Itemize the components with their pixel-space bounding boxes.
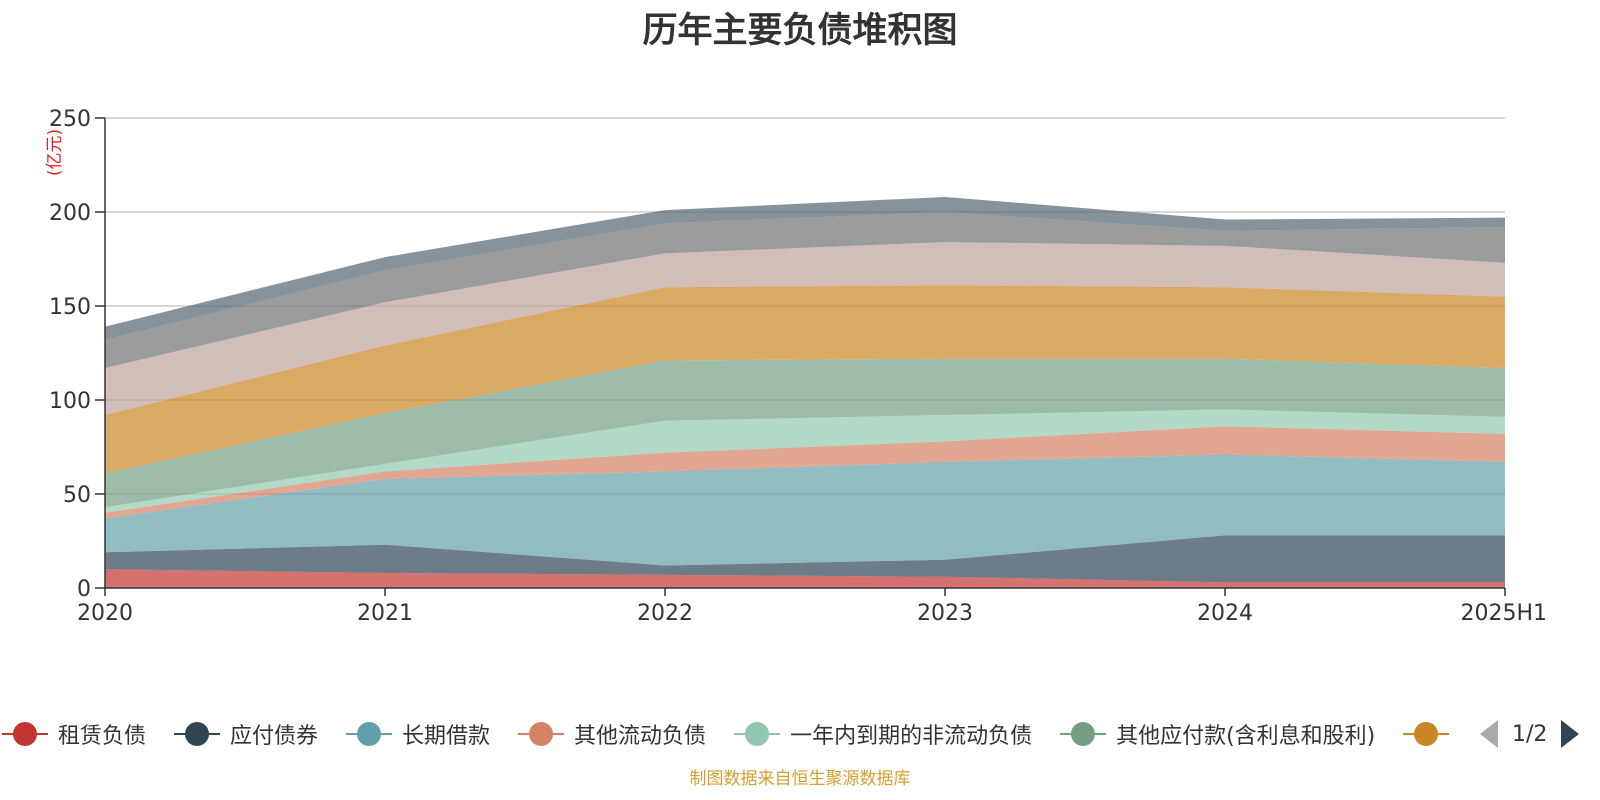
axes: 0 50 100 150 200 250 2020 2021 2022 2023 2024 2025H… bbox=[49, 107, 1547, 626]
legend-marker-icon bbox=[0, 719, 50, 749]
area-series-1 bbox=[105, 535, 1505, 583]
area-series-6 bbox=[105, 285, 1505, 474]
legend-item[interactable]: 应付债券 bbox=[172, 716, 318, 752]
y-tick-label: 200 bbox=[49, 201, 91, 226]
legend-item[interactable]: 长期借款 bbox=[344, 716, 490, 752]
legend-marker-icon bbox=[172, 719, 222, 749]
legend-item[interactable]: 一年内到期的非流动负债 bbox=[732, 716, 1032, 752]
area-series-9 bbox=[105, 196, 1505, 340]
legend-label: 租赁负债 bbox=[58, 724, 147, 749]
legend-next-arrow-icon[interactable] bbox=[1561, 720, 1580, 748]
area-series-0 bbox=[105, 569, 1505, 588]
y-tick-label: 50 bbox=[63, 483, 91, 508]
x-tick-label: 2024 bbox=[1197, 601, 1253, 626]
x-tick-label: 2020 bbox=[77, 601, 133, 626]
legend-label: 应付债券 bbox=[230, 724, 319, 749]
x-tick-label: 2023 bbox=[917, 601, 973, 626]
legend-item[interactable] bbox=[1401, 716, 1459, 752]
legend-marker-icon bbox=[732, 719, 782, 749]
y-tick-label: 250 bbox=[49, 107, 91, 132]
x-tick-label: 2021 bbox=[357, 601, 413, 626]
legend-marker-icon bbox=[516, 719, 566, 749]
area-series-2 bbox=[105, 454, 1505, 566]
legend-marker-icon bbox=[1401, 719, 1451, 749]
stacked-area-chart: 0 50 100 150 200 250 2020 2021 2022 2023 2024 2025H… bbox=[49, 107, 1547, 626]
x-tick-label: 2025H1 bbox=[1460, 601, 1547, 626]
area-series-7 bbox=[105, 242, 1505, 416]
area-series bbox=[105, 196, 1505, 588]
legend-label: 其他流动负债 bbox=[574, 724, 707, 749]
legend-label: 长期借款 bbox=[402, 724, 491, 749]
y-tick-label: 100 bbox=[49, 389, 91, 414]
legend-label: 一年内到期的非流动负债 bbox=[790, 724, 1033, 749]
legend: 租赁负债 应付债券 长期借款 其他流动负债 一年内到期的非流动负债 其他应付款(含利息和股… bbox=[0, 716, 1600, 752]
legend-item[interactable]: 其他流动负债 bbox=[516, 716, 706, 752]
area-series-3 bbox=[105, 426, 1505, 519]
legend-item[interactable]: 租赁负债 bbox=[0, 716, 146, 752]
chart-title: 历年主要负债堆积图 bbox=[642, 11, 958, 51]
legend-label: 其他应付款(含利息和股利) bbox=[1116, 724, 1376, 749]
area-series-4 bbox=[105, 409, 1505, 513]
legend-item[interactable]: 其他应付款(含利息和股利) bbox=[1058, 716, 1375, 752]
area-series-8 bbox=[105, 212, 1505, 369]
y-tick-label: 0 bbox=[77, 577, 91, 602]
y-tick-label: 150 bbox=[49, 295, 91, 320]
legend-marker-icon bbox=[344, 719, 394, 749]
legend-page-indicator: 1/2 bbox=[1512, 721, 1548, 747]
legend-marker-icon bbox=[1058, 719, 1108, 749]
legend-pager: 1/2 bbox=[1480, 716, 1580, 752]
legend-prev-arrow-icon[interactable] bbox=[1480, 720, 1498, 748]
area-series-5 bbox=[105, 358, 1505, 508]
x-tick-label: 2022 bbox=[637, 601, 693, 626]
data-source-note: 制图数据来自恒生聚源数据库 bbox=[689, 769, 911, 789]
